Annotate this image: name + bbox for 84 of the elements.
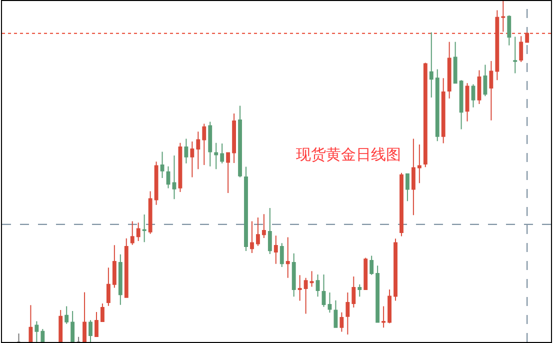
candlestick xyxy=(154,161,158,206)
candlestick xyxy=(310,270,314,288)
candlestick xyxy=(244,166,248,252)
candlestick xyxy=(100,302,104,322)
candlestick xyxy=(364,257,368,290)
candlestick xyxy=(82,292,86,342)
candlestick xyxy=(477,70,482,104)
candlestick xyxy=(130,220,134,246)
candlestick xyxy=(178,142,182,192)
candlestick xyxy=(70,310,75,342)
candlestick xyxy=(124,238,128,298)
candlestick xyxy=(298,274,302,302)
candlestick xyxy=(226,152,230,194)
candlestick xyxy=(453,41,458,84)
candlestick xyxy=(280,242,284,268)
candlestick xyxy=(435,68,440,142)
candlestick xyxy=(142,214,146,243)
candlestick xyxy=(423,62,428,168)
candlestick xyxy=(94,311,98,338)
candlestick xyxy=(40,328,45,342)
candlestick xyxy=(340,312,344,332)
candlestick xyxy=(459,80,464,130)
candlestick xyxy=(196,131,200,170)
candlestick xyxy=(382,306,386,328)
candlestick xyxy=(148,190,152,234)
candlestick xyxy=(441,78,446,144)
candlestick xyxy=(292,252,296,298)
candlestick xyxy=(334,300,338,328)
candlestick xyxy=(376,265,380,323)
candlestick xyxy=(34,320,39,342)
candlestick xyxy=(88,320,92,342)
candlestick xyxy=(160,151,164,178)
candlestick xyxy=(106,267,110,306)
candlestick xyxy=(471,84,476,108)
candlestick xyxy=(328,292,332,314)
candlestick xyxy=(274,235,278,264)
candlestick xyxy=(172,154,176,200)
candlestick xyxy=(489,60,494,121)
candlestick xyxy=(465,82,470,122)
candlestick xyxy=(417,144,422,184)
candlestick xyxy=(358,284,362,298)
candlestick xyxy=(16,332,21,342)
candlestick xyxy=(232,113,236,164)
candlestick xyxy=(136,222,140,242)
candlestick xyxy=(184,138,188,164)
candlestick xyxy=(501,1,506,32)
candlestick xyxy=(190,140,194,178)
candlestick xyxy=(262,214,266,238)
candlestick xyxy=(429,32,434,98)
candlestick xyxy=(220,143,224,164)
candlestick xyxy=(400,172,404,237)
candlestick xyxy=(250,220,254,254)
candlestick xyxy=(28,304,33,342)
candlestick xyxy=(370,255,374,276)
candlestick xyxy=(406,173,410,202)
candlestick xyxy=(214,142,218,170)
candlestick xyxy=(483,64,488,97)
candlestick xyxy=(256,217,260,246)
candlestick xyxy=(507,14,512,46)
candlestick xyxy=(513,36,518,74)
candlestick xyxy=(447,41,452,100)
candlestick xyxy=(64,306,69,324)
candlestick xyxy=(208,121,212,167)
candlestick xyxy=(525,32,530,43)
candlestick xyxy=(286,236,290,278)
candlestick xyxy=(322,274,326,308)
candlestick xyxy=(388,288,392,324)
candlestick xyxy=(352,276,356,308)
candlestick xyxy=(346,292,350,335)
text: 现货黄金日线图 xyxy=(296,146,401,164)
candlestick xyxy=(495,10,500,81)
candlestick xyxy=(519,36,524,63)
candlestick xyxy=(76,336,81,342)
candlestick xyxy=(411,138,416,216)
candlestick xyxy=(58,309,63,342)
candlestick xyxy=(268,207,272,255)
candlestick xyxy=(394,238,398,302)
candlestick xyxy=(112,244,116,288)
candlestick xyxy=(202,123,206,166)
candlestick xyxy=(238,105,242,178)
candlestick xyxy=(316,274,320,298)
candlestick xyxy=(166,166,170,189)
candlestick xyxy=(304,277,308,314)
candlestick xyxy=(118,254,122,306)
